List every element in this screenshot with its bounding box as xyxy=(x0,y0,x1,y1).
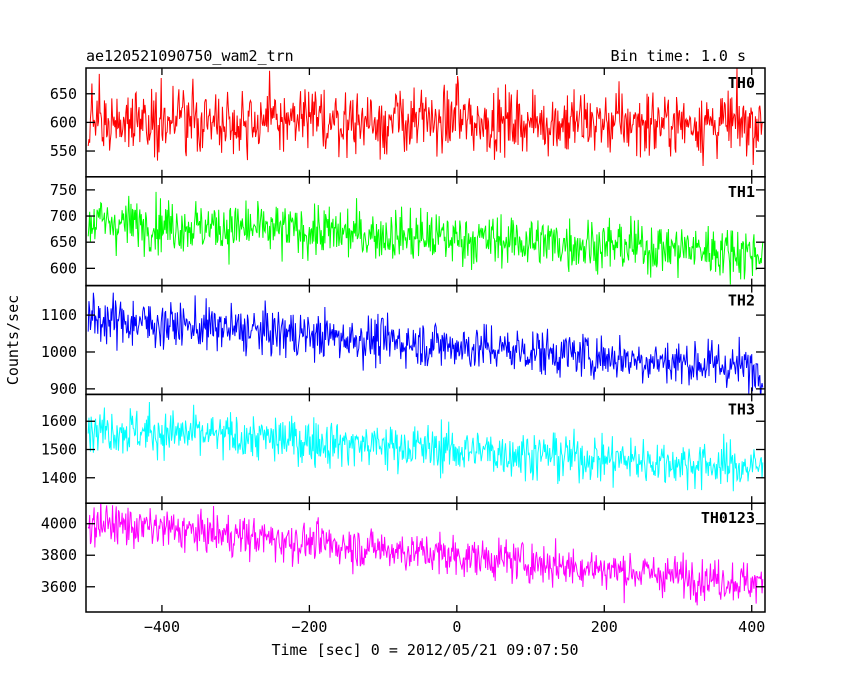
y-tick-label: 600 xyxy=(50,113,77,131)
y-tick-label: 1000 xyxy=(41,343,77,361)
y-axis-label: Counts/sec xyxy=(4,295,22,385)
series-line-th0123 xyxy=(87,503,764,606)
x-tick-label: 0 xyxy=(452,618,461,636)
y-tick-label: 1400 xyxy=(41,469,77,487)
panel-th2: 900 1000 1100 TH2 xyxy=(41,284,766,398)
series-label: TH2 xyxy=(728,292,755,310)
series-label: TH1 xyxy=(728,183,755,201)
panel-frame xyxy=(85,284,766,396)
series-label: TH0 xyxy=(728,74,755,92)
panel-th1: 600 650 700 750 TH1 xyxy=(50,176,766,287)
x-tick-label: −200 xyxy=(291,618,327,636)
y-tick-label: 3800 xyxy=(41,546,77,564)
x-tick-label: −400 xyxy=(144,618,180,636)
series-line-th3 xyxy=(87,402,764,492)
y-tick-label: 700 xyxy=(50,207,77,225)
y-tick-label: 600 xyxy=(50,259,77,277)
y-tick-label: 1600 xyxy=(41,412,77,430)
y-tick-label: 900 xyxy=(50,380,77,398)
series-label: TH3 xyxy=(728,400,755,418)
series-line-th0 xyxy=(87,68,764,166)
x-tick-label: 400 xyxy=(738,618,765,636)
y-tick-label: 1500 xyxy=(41,441,77,459)
series-line-th2 xyxy=(87,292,764,395)
y-tick-label: 650 xyxy=(50,85,77,103)
panel-th0: 550 600 650 TH0 xyxy=(50,67,766,178)
panel-frame xyxy=(85,502,766,613)
panel-th3: 1400 1500 1600 TH3 xyxy=(41,393,766,504)
bin-time-label: Bin time: 1.0 s xyxy=(611,47,746,65)
series-label: TH0123 xyxy=(701,509,755,527)
y-tick-label: 650 xyxy=(50,233,77,251)
y-tick-label: 3600 xyxy=(41,578,77,596)
chart-title: ae120521090750_wam2_trn xyxy=(86,47,294,65)
panel-th0123: 3600 3800 4000 TH0123 xyxy=(41,502,766,613)
y-tick-label: 4000 xyxy=(41,515,77,533)
series-line-th1 xyxy=(87,191,764,285)
y-tick-label: 750 xyxy=(50,181,77,199)
y-tick-label: 1100 xyxy=(41,306,77,324)
x-axis-label: Time [sec] 0 = 2012/05/21 09:07:50 xyxy=(271,641,578,659)
y-tick-label: 550 xyxy=(50,142,77,160)
x-tick-label: 200 xyxy=(591,618,618,636)
